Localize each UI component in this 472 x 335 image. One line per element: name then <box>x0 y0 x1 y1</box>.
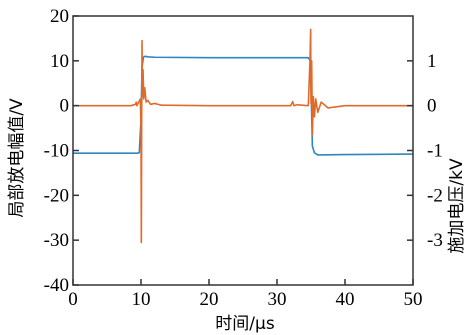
y-right-tick-label: 0 <box>427 96 437 117</box>
y-left-tick-label: 20 <box>50 6 69 27</box>
x-tick-label: 30 <box>268 289 287 310</box>
y-left-tick-label: 0 <box>60 96 70 117</box>
x-axis-title: 时间/μs <box>215 314 275 334</box>
y-axis-left-title: 局部放电幅值/V <box>7 98 27 218</box>
y-left-tick-label: -10 <box>44 141 69 162</box>
series-layer <box>73 28 413 244</box>
x-tick-label: 10 <box>132 289 151 310</box>
y-right-tick-label: 1 <box>427 51 437 72</box>
y-left-tick-label: -30 <box>44 230 69 251</box>
x-tick-label: 40 <box>336 289 355 310</box>
y-right-tick-label: -2 <box>427 185 443 206</box>
plot-frame <box>72 15 414 286</box>
y-left-tick-label: -20 <box>44 185 69 206</box>
pd-amplitude-line <box>73 28 413 244</box>
y-left-tick-label: 10 <box>50 51 69 72</box>
y-left-tick-label: -40 <box>44 275 69 296</box>
y-right-tick-label: -1 <box>427 141 443 162</box>
x-tick-label: 50 <box>404 289 423 310</box>
x-tick-label: 20 <box>200 289 219 310</box>
y-right-tick-label: -3 <box>427 230 443 251</box>
x-tick-label: 0 <box>68 289 78 310</box>
y-axis-right-title: 施加电压/kV <box>447 158 467 254</box>
